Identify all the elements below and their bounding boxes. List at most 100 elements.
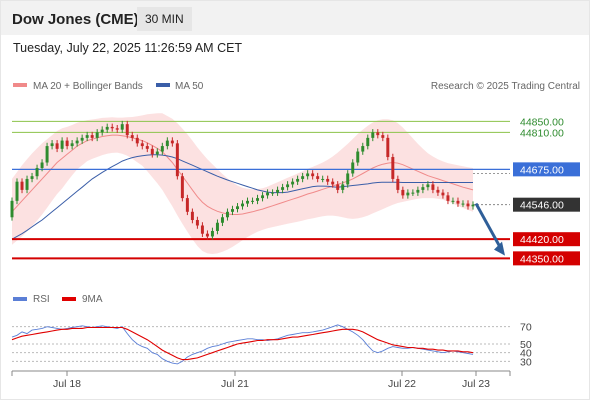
candle [35,164,39,180]
candle [40,159,44,172]
candle-body [441,192,445,196]
forecast-arrow-shaft [474,202,504,252]
x-tick-label: Jul 23 [462,378,490,390]
candle-body [236,206,239,210]
candle-body [195,220,199,226]
candle [371,129,375,142]
candle [306,170,310,180]
candle-body [471,204,475,207]
candle [55,140,59,153]
candle [331,178,335,188]
level-label-pivot: 44675.00 [520,164,564,176]
candle-body [461,203,465,205]
candle [215,219,219,235]
candle-body [80,137,84,141]
candle-body [241,203,244,207]
x-tick-label: Jul 21 [221,378,249,390]
candle [185,194,189,216]
candle-body [165,140,169,147]
candle [351,159,355,177]
level-label-box-support [513,232,580,247]
candle-body [45,146,49,163]
candle [326,175,330,185]
candle [160,142,164,155]
candle [386,134,390,161]
candle-body [406,192,410,196]
candle [135,134,139,147]
candle [421,183,425,194]
candle-body [256,198,260,201]
level-label-support: 44420.00 [520,234,564,246]
legend-rsi: RSI 9MA [13,294,103,305]
candle-body [170,140,174,144]
candle [291,178,295,188]
candle [396,175,400,194]
candle-body [205,233,209,237]
candle-body [90,135,94,138]
candle-body [341,184,345,190]
rsi-legend-swatch [13,297,27,301]
candle [376,129,380,139]
candle [75,137,79,147]
candle [256,194,260,205]
candle-body [361,146,365,152]
candle [85,131,89,142]
candle [431,181,435,194]
candle-body [281,187,285,190]
candle-body [150,148,154,155]
candle [165,137,169,150]
timeframe-badge[interactable]: 30 MIN [137,7,192,31]
candle-body [396,178,400,190]
candle-body [321,178,325,180]
candle [205,230,209,240]
candle [125,120,129,139]
candle [451,197,455,205]
candle-body [371,132,375,138]
candle-body [391,157,395,179]
candle-body [456,200,460,204]
candle [361,142,365,155]
candle-body [316,176,320,179]
candle-body [200,225,204,234]
bollinger-legend-swatch [13,83,27,87]
candle [130,131,134,142]
candle [441,189,445,199]
candle [456,197,460,207]
forecast-arrow-head [494,241,505,256]
candle-body [10,200,14,218]
candle [230,205,234,216]
candle-body [50,143,54,147]
candle-body [220,217,224,223]
candle [276,186,280,196]
candle [70,140,74,150]
candle [45,142,49,166]
candle-body [276,189,280,193]
candle [461,200,465,207]
candle-body [426,184,430,188]
candle [321,175,325,183]
candle-body [296,178,300,182]
ma20-line [11,134,474,215]
candle-body [140,143,144,147]
candle-body [466,203,470,207]
candle [301,172,305,183]
candle [150,145,154,158]
candle [471,201,475,210]
level-label-support: 44350.00 [520,253,564,265]
rsi-tick-label: 50 [520,339,532,351]
bollinger-band [12,113,473,254]
candle [236,203,239,213]
candle [65,137,69,150]
rsi-ma-line [11,326,474,361]
candle [20,178,24,194]
candle [411,189,415,196]
level-label-box-pivot [513,162,580,177]
header-bar: Dow Jones (CME) 30 MIN [1,1,589,35]
candle-body [15,181,19,201]
candle [145,142,149,153]
candle-body [70,143,74,147]
rsi-legend-label: RSI [33,294,50,305]
candle [200,222,204,237]
candle [341,181,345,194]
candle-body [180,176,184,199]
